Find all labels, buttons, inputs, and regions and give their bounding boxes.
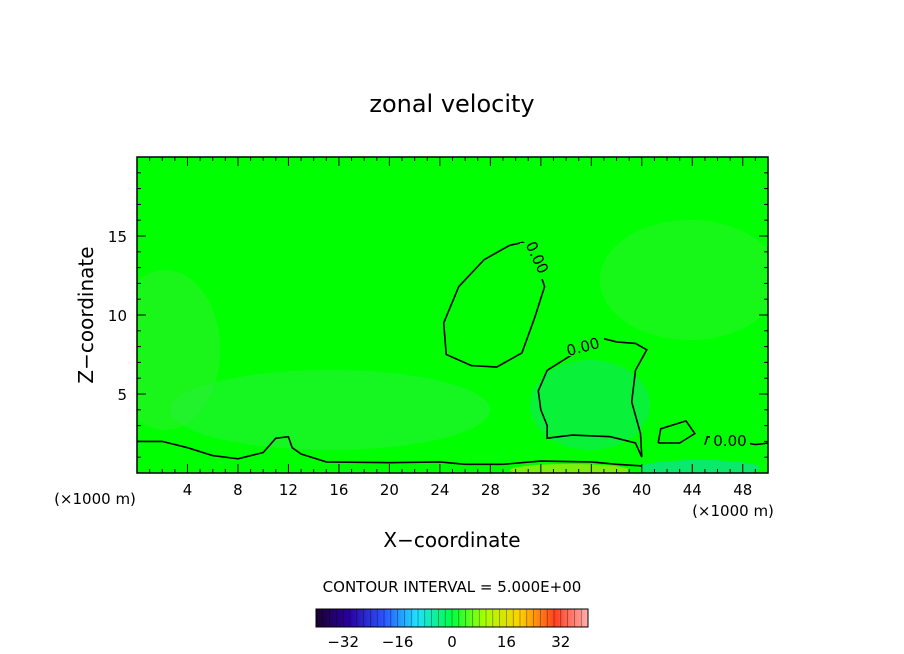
zero-contour-line: [657, 419, 696, 444]
colorbar-ticks: −32 −16 0 16 32: [327, 633, 570, 651]
zero-contour-line: [137, 435, 642, 467]
x-tick-label: 20: [380, 481, 399, 499]
contour-label-bg-2: [520, 243, 550, 279]
y-tick-label: 15: [108, 228, 127, 246]
chart-title: zonal velocity: [369, 90, 534, 118]
contour-interval-text: CONTOUR INTERVAL = 5.000E+00: [323, 578, 582, 596]
contour-label-3: 0.00: [713, 432, 746, 450]
x-tick-label: 32: [531, 481, 550, 499]
y-tick-label: 5: [117, 386, 127, 404]
x-tick-label: 16: [329, 481, 348, 499]
zero-contours: [137, 241, 768, 467]
field-patch-low: [170, 370, 490, 450]
x-axis-label: X−coordinate: [383, 528, 520, 552]
field-patch-upper-right: [600, 220, 768, 340]
x-tick-label: 4: [183, 481, 193, 499]
colorbar-tick-label: 16: [497, 633, 516, 651]
x-tick-label: 44: [683, 481, 702, 499]
field-patch-right-low: [530, 360, 650, 450]
x-tick-label: 48: [733, 481, 752, 499]
zero-contour-line: [442, 241, 546, 368]
x-axis-ticks: 4 8 12 16 20 24 28 32 36 40 44 48: [149, 157, 756, 499]
plot-field: 0.00 0.00 0.00: [137, 157, 768, 473]
colorbar-tick-label: −32: [327, 633, 359, 651]
x-unit-right: (×1000 m): [692, 502, 774, 520]
x-tick-label: 28: [481, 481, 500, 499]
zero-contour-line: [537, 337, 648, 458]
field-patch-bottom-yellow: [510, 464, 630, 473]
colorbar-tick-label: −16: [382, 633, 414, 651]
x-unit-left: (×1000 m): [54, 490, 136, 508]
y-axis-label: Z−coordinate: [74, 246, 98, 383]
contour-label-bg-3: [710, 433, 750, 449]
colorbar-tick-label: 32: [551, 633, 570, 651]
contour-label-bg-1: [562, 338, 604, 356]
y-axis-ticks: 5 10 15: [108, 172, 768, 458]
colorbar-divisions: [322, 609, 582, 627]
y-tick-label: 10: [108, 307, 127, 325]
x-tick-label: 40: [632, 481, 651, 499]
colorbar-tick-label: 0: [447, 633, 457, 651]
x-tick-label: 8: [233, 481, 243, 499]
x-tick-label: 36: [582, 481, 601, 499]
x-tick-label: 12: [279, 481, 298, 499]
x-tick-label: 24: [430, 481, 449, 499]
